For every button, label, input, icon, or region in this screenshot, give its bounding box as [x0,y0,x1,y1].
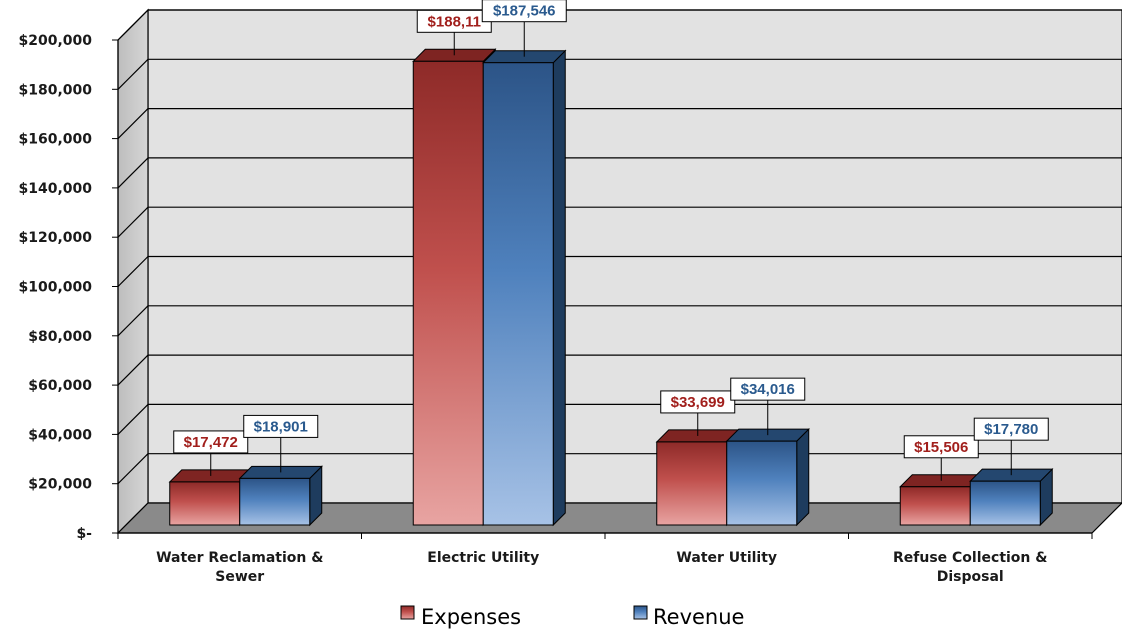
y-tick-label: $- [76,526,92,542]
data-label-revenue: $34,016 [730,377,806,436]
gridline-side [117,305,149,337]
legend: Expenses Revenue [400,605,744,629]
x-category-line: Electric Utility [427,550,539,566]
x-category-line: Disposal [937,569,1004,585]
y-tick-label: $40,000 [28,427,92,443]
data-label-text: $15,506 [914,439,968,456]
bar-front-face [969,480,1041,526]
y-tick-label: $100,000 [18,280,92,296]
data-label-text: $187,546 [493,3,556,20]
y-axis: $- $20,000 $40,000 $60,000 $80,000 $100,000 $1… [18,33,119,542]
data-label-box [481,0,567,23]
data-label-text: $33,699 [671,394,725,411]
bar-revenue [238,465,323,527]
y-tick-label: $60,000 [28,378,92,394]
data-label-box [903,435,979,459]
data-label-revenue: $187,546 [481,0,567,57]
gridlines [117,9,1122,485]
data-label-box [730,377,806,401]
data-label-text: $18,901 [254,418,308,435]
y-tick-label: $80,000 [28,329,92,345]
bars [168,48,1054,527]
gridline-side [117,256,149,287]
gridline-side [117,157,149,189]
bar-side-face [552,49,566,527]
bar-revenue [482,49,567,527]
x-category-label: Refuse Collection & Disposal [893,550,1047,585]
x-axis: Water Reclamation & Sewer Electric Utility… [117,532,1093,585]
data-label-expenses: $188,11 [416,9,492,56]
y-tick-label: $120,000 [18,230,92,246]
data-label-text: $17,472 [184,434,238,451]
data-label-text: $17,780 [984,421,1038,438]
bar-front-face [482,62,554,526]
legend-label-expenses: Expenses [421,605,521,629]
x-category-line: Refuse Collection & [893,550,1047,566]
bar-front-face [899,486,971,526]
gridline-side [117,453,149,485]
data-label-box [973,417,1049,441]
bar-front-face [412,60,484,526]
x-category-line: Water Utility [676,550,777,566]
legend-label-revenue: Revenue [653,605,744,629]
data-label-revenue: $17,780 [973,417,1049,476]
data-label-text: $34,016 [741,381,795,398]
bar-front-face [169,481,241,526]
data-label-revenue: $18,901 [243,414,319,473]
data-label-text: $188,11 [428,13,481,30]
y-tick-label: $160,000 [18,132,92,148]
data-labels: $17,472 $18,901 $188,11 $187,546 $33,699 $34,… [173,0,1049,481]
y-tick-label: $180,000 [18,82,92,98]
x-category-line: Water Reclamation & [156,550,323,566]
bar-revenue [725,427,810,527]
gridline-side [117,206,149,238]
y-tick-label: $140,000 [18,181,92,197]
legend-swatch-expenses [400,605,415,620]
data-label-box [243,414,319,438]
legend-swatch-revenue [633,605,648,620]
gridline-side [117,108,149,140]
x-category-label: Water Utility [676,550,777,566]
gridline-side [117,403,149,435]
bar-side-face [796,427,810,527]
data-label-expenses: $33,699 [660,390,736,436]
y-tick-label: $20,000 [28,477,92,493]
x-category-label: Water Reclamation & Sewer [156,550,323,585]
gridline-side [117,9,149,41]
bar-front-face [726,440,798,526]
bar-front-face [656,441,728,526]
data-label-box [173,430,249,454]
gridline-side [117,58,149,90]
data-label-expenses: $17,472 [173,430,249,476]
gridline-side [117,354,149,386]
data-label-expenses: $15,506 [903,435,979,481]
y-tick-label: $200,000 [18,33,92,49]
bar-revenue [969,467,1054,527]
data-label-box [660,390,736,414]
bar-front-face [239,477,311,526]
x-category-label: Electric Utility [427,550,539,566]
x-category-line: Sewer [215,569,264,585]
